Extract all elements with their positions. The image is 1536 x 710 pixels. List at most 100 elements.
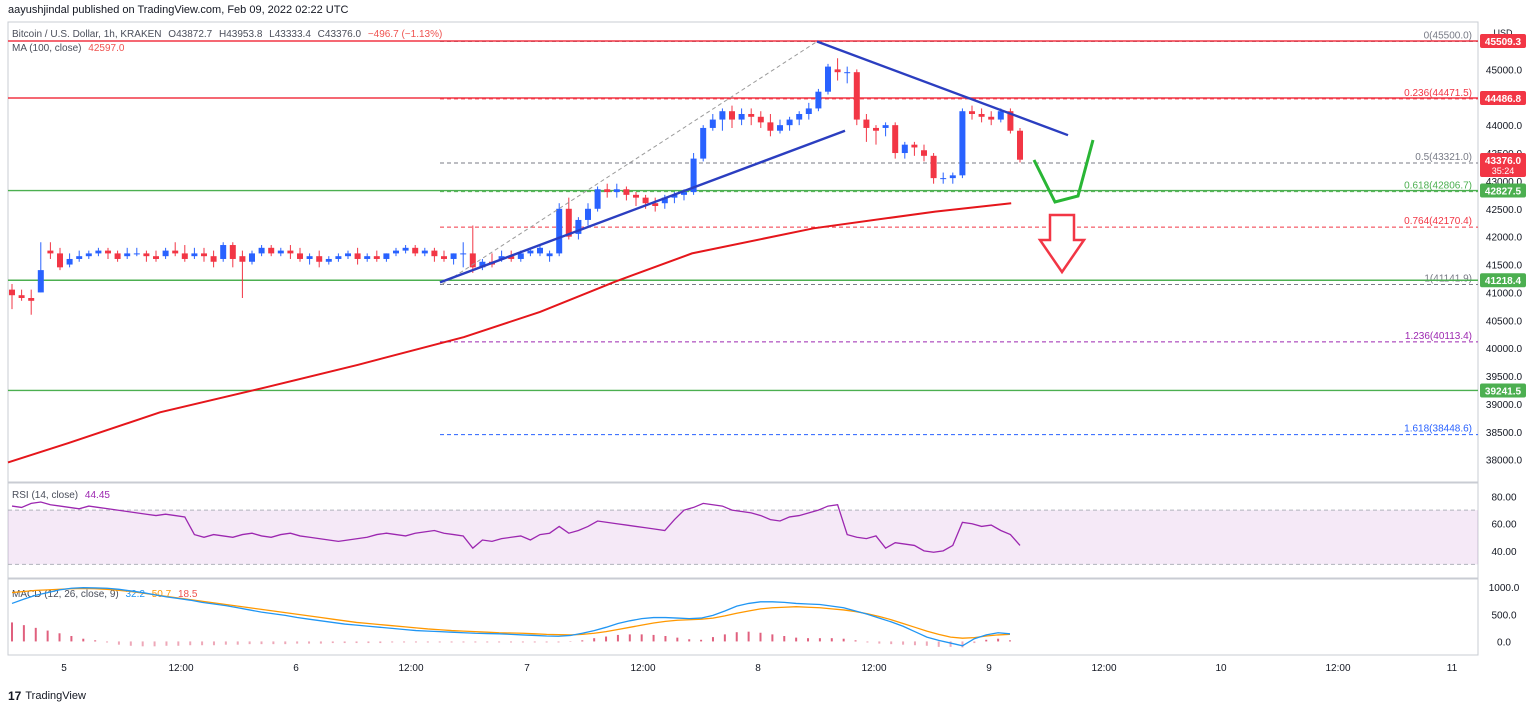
candle-body — [229, 245, 236, 259]
candle-body — [575, 219, 582, 234]
candle-body — [316, 256, 323, 262]
candle-body — [633, 194, 639, 198]
candle-body — [585, 208, 591, 220]
macd-label: MACD (12, 26, close, 9) — [12, 589, 119, 600]
time-tick-label: 8 — [755, 663, 761, 674]
candle-body — [738, 114, 745, 120]
change-value: −496.7 (−1.13%) — [367, 29, 443, 40]
candle-body — [767, 122, 774, 131]
macd-signal-value: 50.7 — [151, 589, 172, 600]
candle-body — [335, 256, 342, 259]
currency-label: USD — [1493, 28, 1513, 38]
time-axis: 5 12:00 6 12:00 7 12:00 8 12:00 9 12:00 10 12:00 11 — [61, 663, 1457, 674]
rsi-line — [11, 501, 1021, 553]
candle-body — [239, 256, 246, 262]
time-tick-label: 12:00 — [630, 663, 655, 674]
open-value: O43872.7 — [168, 29, 213, 40]
candle-body — [882, 125, 889, 128]
price-label-bg — [1480, 183, 1526, 198]
price-label-bg — [1480, 33, 1526, 48]
candle-body — [997, 111, 1004, 120]
time-tick-label: 9 — [986, 663, 992, 674]
time-tick-label: 12:00 — [1325, 663, 1350, 674]
price-tick-label: 42000.0 — [1486, 233, 1523, 244]
candle-body — [681, 192, 687, 195]
candle-body — [844, 72, 851, 74]
candle-body — [66, 258, 73, 265]
price-tick-label: 44000.0 — [1486, 121, 1523, 132]
candle-body — [172, 250, 179, 254]
fib-label: 1.236(40113.4) — [1405, 331, 1472, 342]
candles — [9, 58, 1023, 315]
candle-body — [47, 250, 54, 254]
symbol-legend: Bitcoin / U.S. Dollar, 1h, KRAKEN O43872… — [12, 29, 442, 40]
tradingview-brand: TradingView — [25, 690, 86, 702]
time-tick-label: 12:00 — [861, 663, 886, 674]
candle-body — [479, 261, 486, 268]
annotations — [439, 40, 1095, 285]
rsi-pane: 80.00 60.00 40.00 — [8, 493, 1517, 565]
candle-body — [565, 208, 572, 237]
time-tick-label: 11 — [1447, 663, 1458, 674]
price-tick-label: 40000.0 — [1486, 344, 1523, 355]
rsi-value: 44.45 — [84, 490, 110, 501]
candle-body — [815, 91, 822, 109]
ma-value: 42597.0 — [88, 43, 125, 54]
candle-body — [959, 111, 966, 176]
candle-body — [364, 256, 371, 259]
countdown-label: 35:24 — [1492, 166, 1515, 176]
tradingview-footer[interactable]: 17 TradingView — [8, 689, 86, 703]
candle-body — [863, 119, 870, 128]
down-arrow-icon — [1037, 213, 1087, 275]
close-value: C43376.0 — [317, 29, 362, 40]
candle-body — [757, 116, 764, 123]
candle-body — [546, 253, 553, 257]
candle-body — [345, 253, 351, 257]
candle-body — [393, 250, 399, 254]
time-tick-label: 7 — [524, 663, 530, 674]
candle-body — [671, 194, 678, 198]
candle-body — [594, 189, 601, 209]
ma-line-group — [7, 202, 1012, 464]
candle-body — [777, 125, 783, 131]
candle-body — [796, 114, 803, 120]
ma-label: MA (100, close) — [12, 43, 82, 54]
candle-body — [988, 116, 995, 120]
macd-tick-label: 0.0 — [1497, 637, 1511, 648]
candle-body — [162, 250, 169, 257]
candle-body — [1007, 111, 1014, 131]
candle-body — [825, 66, 831, 92]
candle-body — [508, 256, 515, 259]
price-tick-label: 42500.0 — [1486, 205, 1523, 216]
candle-body — [450, 253, 457, 259]
fib-label: 0.5(43321.0) — [1415, 152, 1472, 163]
candle-body — [306, 256, 313, 259]
price-tick-label: 45000.0 — [1486, 65, 1523, 76]
high-value: H43953.8 — [219, 29, 263, 40]
ma-legend: MA (100, close) 42597.0 — [12, 43, 124, 54]
green-projection — [1032, 139, 1095, 204]
candle-body — [729, 111, 735, 120]
candle-body — [28, 298, 35, 301]
candle-body — [469, 253, 476, 268]
candle-body — [949, 175, 956, 179]
price-label: 41218.4 — [1485, 276, 1522, 287]
chart-frame — [7, 21, 1479, 656]
low-value: L43333.4 — [269, 29, 311, 40]
price-label: 42827.5 — [1485, 187, 1522, 198]
rsi-tick-label: 40.00 — [1491, 547, 1516, 558]
candle-body — [930, 155, 937, 179]
macd-legend: MACD (12, 26, close, 9) 32.2 50.7 18.5 — [12, 589, 197, 600]
candle-body — [191, 253, 198, 257]
fib-label: 0.236(44471.5) — [1404, 88, 1472, 99]
rsi-pane-border — [7, 482, 1479, 579]
candle-body — [527, 250, 534, 254]
rsi-tick-label: 80.00 — [1491, 493, 1516, 504]
fib-label: 0(45500.0) — [1424, 31, 1472, 42]
candle-body — [786, 119, 793, 126]
macd-line — [11, 587, 1011, 647]
candle-body — [700, 127, 707, 159]
price-chart[interactable]: 0(45500.0) 0.236(44471.5) 0.5(43321.0) 0.61… — [0, 0, 1536, 690]
candle-body — [460, 253, 467, 255]
candle-body — [258, 247, 265, 254]
